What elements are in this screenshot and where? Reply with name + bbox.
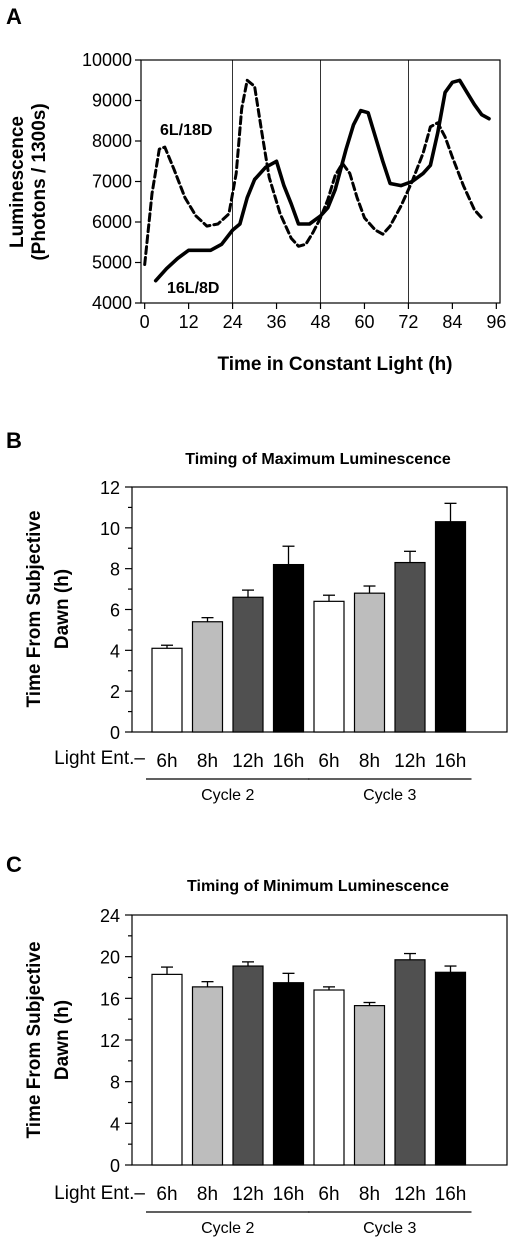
min-y-tick-label-6: 24: [100, 906, 120, 926]
min-bar-7: [434, 971, 467, 1166]
y-tick-label-5: 9000: [92, 91, 132, 111]
max-bar-4: [313, 600, 345, 733]
x-tick-label-7: 84: [442, 312, 462, 332]
max-category-label-5: 8h: [359, 751, 380, 772]
y-tick-label-3: 7000: [92, 172, 132, 192]
max-bar-2: [232, 596, 264, 733]
x-tick-label-3: 36: [267, 312, 287, 332]
max-chart-title: Timing of Maximum Luminescence: [185, 451, 451, 468]
max-category-label-3: 16h: [273, 751, 305, 772]
min-y-tick-label-3: 12: [100, 1031, 120, 1051]
x-tick-label-5: 60: [354, 312, 374, 332]
x-tick-label-1: 12: [179, 312, 199, 332]
max-y-tick-label-4: 8: [110, 560, 120, 580]
min-bar-4: [313, 989, 345, 1166]
max-y-tick-label-1: 2: [110, 682, 120, 702]
min-y-tick-label-0: 0: [110, 1156, 120, 1176]
x-tick-label-2: 24: [223, 312, 243, 332]
min-bar-3: [272, 982, 305, 1166]
series-line-1: [153, 78, 491, 283]
time-xlabel: Time in Constant Light (h): [217, 354, 452, 375]
panel-a-letter: A: [6, 4, 22, 29]
min-category-label-3: 16h: [273, 1184, 305, 1205]
min-y-tick-label-2: 8: [110, 1073, 120, 1093]
max-bar-6: [394, 561, 426, 733]
min-y-tick-label-4: 16: [100, 989, 120, 1009]
series-label-16l8d: 16L/8D: [167, 280, 219, 297]
min-bar-0: [151, 973, 183, 1166]
min-bar-2: [232, 965, 264, 1166]
y-tick-label-6: 10000: [82, 50, 132, 70]
series-line-0: [143, 78, 484, 266]
min-group-label-1: Cycle 3: [363, 1220, 416, 1237]
min-category-label-6: 12h: [394, 1184, 426, 1205]
min-bar-1: [191, 986, 224, 1166]
panel-b-bar-chart: Timing of Maximum Luminescence Time From…: [24, 451, 508, 804]
max-group-label-1: Cycle 3: [363, 787, 416, 804]
min-row-label: Light Ent.–: [54, 1183, 145, 1204]
max-bar-7: [434, 521, 467, 733]
min-chart-title: Timing of Minimum Luminescence: [187, 878, 449, 895]
min-category-label-4: 6h: [318, 1184, 339, 1205]
max-category-label-7: 16h: [435, 751, 467, 772]
min-category-label-2: 12h: [232, 1184, 264, 1205]
min-category-label-5: 8h: [359, 1184, 380, 1205]
y-tick-label-4: 8000: [92, 131, 132, 151]
max-y-tick-label-3: 6: [110, 601, 120, 621]
max-y-tick-label-2: 4: [110, 641, 120, 661]
y-tick-label-0: 4000: [92, 293, 132, 313]
min-ylabel: Time From Subjective: [24, 941, 45, 1138]
x-tick-label-8: 96: [486, 312, 506, 332]
min-bar-6: [394, 959, 426, 1166]
min-category-label-0: 6h: [156, 1184, 177, 1205]
max-bar-1: [191, 621, 224, 733]
max-ylabel: Time From Subjective: [24, 510, 45, 707]
max-bar-5: [353, 592, 386, 733]
series-label-6l18d: 6L/18D: [160, 122, 212, 139]
panel-a-line-chart: Luminescence (Photons / 1300s) Time in C…: [7, 50, 506, 375]
panel-c-bar-chart: Timing of Minimum Luminescence Time From…: [24, 878, 508, 1237]
max-bar-0: [151, 647, 183, 733]
y-tick-label-2: 6000: [92, 212, 132, 232]
x-tick-label-0: 0: [140, 312, 150, 332]
min-category-label-1: 8h: [197, 1184, 218, 1205]
panel-b-letter: B: [6, 428, 22, 453]
max-category-label-2: 12h: [232, 751, 264, 772]
min-ylabel-units: Dawn (h): [52, 1000, 73, 1080]
luminescence-ylabel: Luminescence: [7, 116, 28, 248]
max-row-label: Light Ent.–: [54, 748, 145, 769]
x-tick-label-4: 48: [310, 312, 330, 332]
min-group-label-0: Cycle 2: [201, 1220, 254, 1237]
luminescence-ylabel-units: (Photons / 1300s): [29, 103, 50, 260]
min-bar-5: [353, 1005, 386, 1166]
panel-c-letter: C: [6, 852, 22, 877]
max-category-label-6: 12h: [394, 751, 426, 772]
min-y-tick-label-5: 20: [100, 948, 120, 968]
max-category-label-4: 6h: [318, 751, 339, 772]
x-tick-label-6: 72: [398, 312, 418, 332]
max-ylabel-units: Dawn (h): [52, 569, 73, 649]
min-category-label-7: 16h: [435, 1184, 467, 1205]
max-y-tick-label-0: 0: [110, 723, 120, 743]
max-category-label-1: 8h: [197, 751, 218, 772]
y-tick-label-1: 5000: [92, 253, 132, 273]
max-bar-3: [272, 563, 305, 733]
max-y-tick-label-5: 10: [100, 519, 120, 539]
max-group-label-0: Cycle 2: [201, 787, 254, 804]
max-category-label-0: 6h: [156, 751, 177, 772]
max-y-tick-label-6: 12: [100, 478, 120, 498]
min-y-tick-label-1: 4: [110, 1114, 120, 1134]
